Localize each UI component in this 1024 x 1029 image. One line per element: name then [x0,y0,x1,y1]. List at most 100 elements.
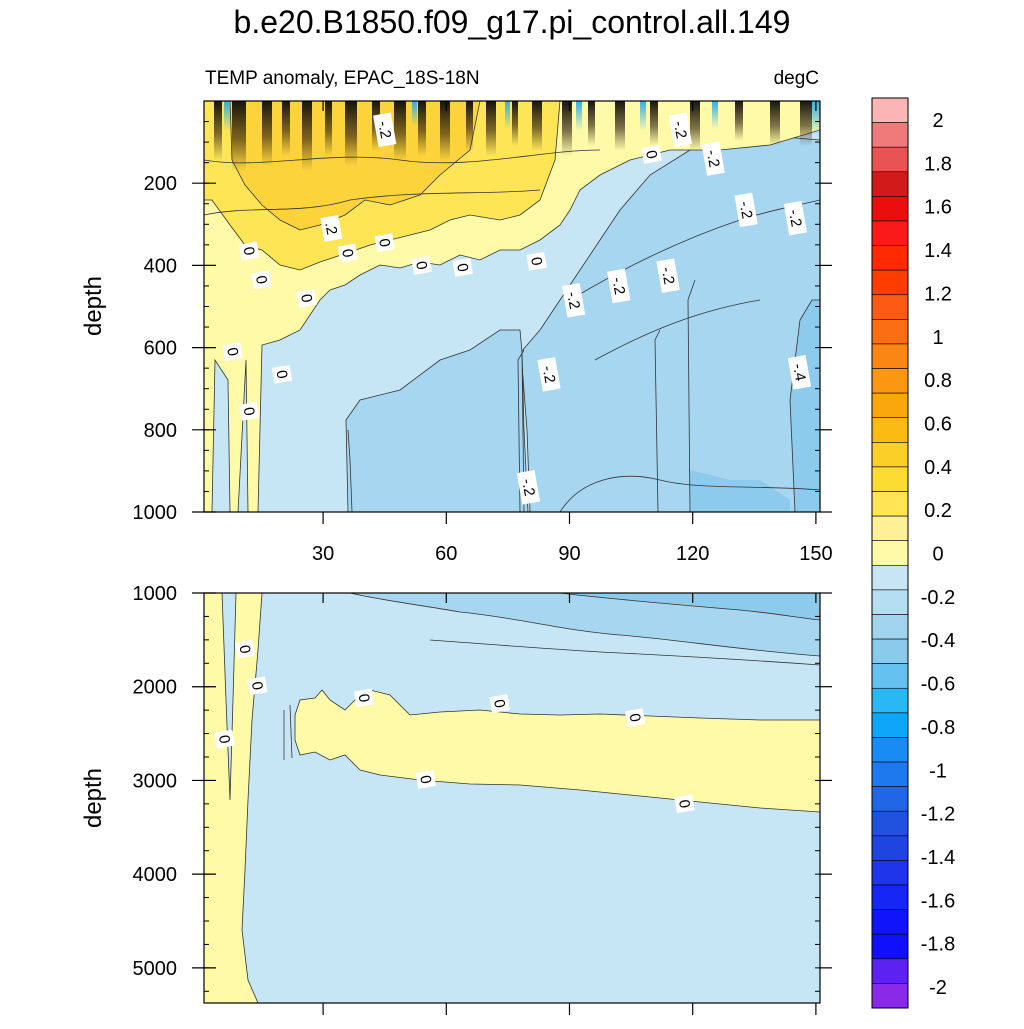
colorbar-label: 0.6 [924,413,952,435]
contour-label: 0 [415,770,437,789]
contour-label-box [214,729,235,749]
contour-label: -.2 [607,268,631,304]
contour-label-text: -.2 [785,208,805,228]
y-tick-label: 4000 [133,864,178,886]
colorbar-swatch [871,712,909,738]
colorbar-swatch [871,835,909,861]
contour-label: 0 [624,708,646,728]
contour-label: 0 [526,251,547,271]
contour-label-text: 0 [412,260,430,271]
colorbar-label: 1.4 [924,240,952,262]
lower-panel-field [204,593,820,1003]
y-tick-label: 200 [144,173,177,195]
contour-label-box [624,708,646,728]
x-tick-label: 60 [435,543,457,565]
contour-label-text: -.2 [658,266,678,286]
y-tick-label: 5000 [133,958,178,980]
contour-label-text: 0 [675,798,693,809]
contour-label: .2 [320,215,343,242]
contour-label-box [415,770,437,789]
colorbar-swatch [871,442,909,468]
contour-label: 0 [222,342,243,362]
colorbar-label: 1.6 [924,197,952,219]
contour-label-text: 0 [252,274,270,285]
colorbar-swatch [871,614,909,640]
upper-field-surface-streaks [214,101,820,171]
lower-y-ticks: 1000 2000 3000 4000 5000 [133,583,832,992]
colorbar-swatch [871,196,909,222]
colorbar-label: 0.8 [924,370,952,392]
contour-label-text: 0 [338,248,356,259]
colorbar-label: 0.2 [924,500,952,522]
lower-field-minus04-top [559,593,820,621]
contour-label: 0 [337,243,358,263]
contour-label-text: -.2 [374,120,394,140]
colorbar-swatch [871,663,909,689]
colorbar-label: 0.4 [924,457,952,479]
colorbar-label: -1.4 [921,847,955,869]
colorbar: 2 1.8 1.6 1.4 1.2 1 0.8 0.6 0.4 0.2 0 -0.2 -0.4 -0.6 -… [871,97,955,1009]
colorbar-swatch [871,589,909,615]
contour-label: 0 [238,401,260,421]
contour-label-box [373,112,397,148]
colorbar-label: 0 [932,544,943,566]
contour-label-text: -.4 [789,362,809,382]
contour-label-text: 0 [453,262,471,273]
contour-label-text: -.2 [518,477,538,497]
contour-label-text: 0 [527,256,545,267]
colorbar-swatch [871,786,909,812]
colorbar-swatch [871,737,909,763]
colorbar-swatch [871,220,909,246]
colorbar-swatch [871,146,909,173]
contour-label: -.2 [734,192,758,228]
x-tick-label: 30 [312,543,334,565]
contour-label-text: -.2 [736,200,756,220]
colorbar-swatch [871,860,909,886]
colorbar-label: 2 [932,110,943,132]
contour-label-text: 0 [240,246,258,257]
contour-label-box [320,215,343,242]
y-tick-label: 1000 [133,502,178,524]
contour-label: 0 [238,241,260,261]
colorbar-label: -1 [929,760,947,782]
colorbar-swatch [871,245,909,271]
contour-label: -.2 [783,200,808,236]
colorbar-swatch [871,122,909,148]
upper-panel-field [204,101,820,512]
upper-y-ticks: 200 400 600 800 1000 [133,100,832,524]
colorbar-label: -0.8 [921,717,955,739]
colorbar-swatch [871,97,909,123]
contour-label: 0 [271,364,293,384]
colorbar-swatch [871,933,909,960]
upper-x-ticks: 30 60 90 120 150 [312,101,833,565]
colorbar-label: -2 [929,977,947,999]
lower-field-vertical-stub [283,704,293,760]
contour-label-text: 0 [642,149,660,160]
contour-label-text: 0 [235,644,253,655]
colorbar-swatch [871,909,909,935]
contour-label-text: 0 [215,734,233,745]
contour-label-text: 0 [626,712,644,723]
colorbar-swatch [871,269,909,296]
lower-y-axis-label: depth [80,768,107,828]
contour-label-box [787,354,812,390]
colorbar-swatch [871,343,909,369]
contour-label-box [656,258,680,293]
contour-label-text: 0 [490,698,508,709]
contour-label: -.2 [373,112,397,148]
colorbar-swatch [871,564,909,591]
contour-label-box [701,141,725,176]
colorbar-swatch [871,958,909,984]
colorbar-swatch [871,515,909,542]
colorbar-label: -1.8 [921,934,955,956]
contour-label-box [452,258,473,277]
x-tick-label: 120 [676,543,709,565]
upper-contour-labels: -.2 -.2 0 -.2 -.2 -.2 .2 0 0 0 0 0 0 -.2 0 -.2 0 -.2 0 0 -.2… [222,112,812,505]
contour-label-box [296,288,317,308]
contour-label: 0 [247,676,268,696]
colorbar-label: -1.6 [921,890,955,912]
contour-label-box [271,364,293,384]
